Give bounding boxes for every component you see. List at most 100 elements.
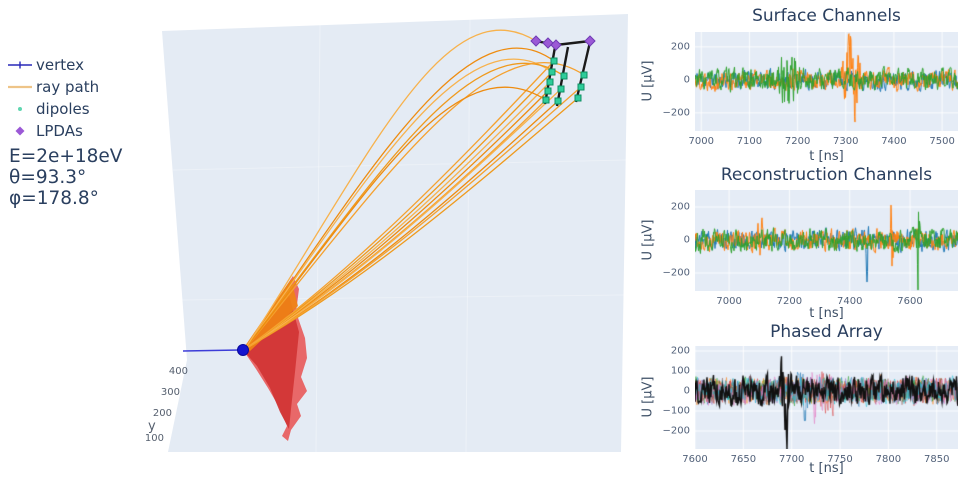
ray-path bbox=[244, 58, 553, 350]
pane-gridline bbox=[465, 18, 471, 453]
y-tick-label: −200 bbox=[662, 267, 690, 279]
ray-path bbox=[244, 47, 555, 350]
x-tick-label: 7700 bbox=[778, 454, 805, 465]
x-tick-label: 7750 bbox=[827, 454, 853, 465]
x-tick-label: 7600 bbox=[682, 454, 708, 465]
legend-item-ray-path: ray path bbox=[6, 76, 99, 98]
dipole-marker bbox=[554, 97, 562, 105]
vertex-direction-line bbox=[182, 349, 241, 352]
x-tick-label: 7000 bbox=[688, 136, 714, 147]
y-axis-tick-label: 100 bbox=[145, 433, 164, 444]
ray-path bbox=[244, 71, 553, 350]
lpda-marker bbox=[542, 37, 554, 49]
x-tick-label: 7200 bbox=[784, 136, 811, 147]
ray-path bbox=[244, 88, 562, 350]
dipole-marker bbox=[574, 94, 582, 102]
y-axis-label: U [µV] bbox=[640, 376, 656, 418]
3d-event-display: 400 300 200 100 y vertex ray path dipoles bbox=[6, 14, 628, 453]
lpda-marker bbox=[550, 39, 562, 51]
zenith-annotation: θ=93.3° bbox=[9, 167, 87, 188]
ray-path bbox=[244, 62, 565, 350]
x-tick-label: 7000 bbox=[716, 296, 742, 307]
x-axis-label: t [ns] bbox=[809, 306, 844, 321]
energy-annotation: E=2e+18eV bbox=[9, 146, 123, 167]
legend-item-lpdas: LPDAs bbox=[6, 120, 99, 142]
phased-array-plot bbox=[695, 346, 958, 449]
x-tick-label: 7800 bbox=[875, 454, 902, 465]
y-axis-label: U [µV] bbox=[640, 219, 656, 261]
y-tick-label: −100 bbox=[662, 405, 690, 417]
legend-label: dipoles bbox=[36, 100, 90, 118]
scene-legend: vertex ray path dipoles LPDAs bbox=[6, 54, 99, 142]
event-annotations: E=2e+18eV θ=93.3° φ=178.8° bbox=[9, 146, 122, 209]
dipole-marker bbox=[560, 72, 568, 80]
y-tick-label: −200 bbox=[662, 107, 690, 119]
x-axis-label: t [ns] bbox=[809, 461, 844, 476]
y-tick-label: 100 bbox=[670, 365, 690, 377]
ray-path bbox=[244, 97, 579, 350]
legend-label: ray path bbox=[36, 78, 100, 96]
y-tick-label: 200 bbox=[670, 345, 690, 357]
x-tick-label: 7600 bbox=[897, 296, 923, 307]
ray-path-marker-icon bbox=[6, 81, 34, 93]
x-axis-label: t [ns] bbox=[809, 149, 844, 164]
x-tick-label: 7650 bbox=[730, 454, 757, 465]
pane-gridline bbox=[179, 294, 625, 301]
reconstruction-channels-plot bbox=[695, 190, 958, 291]
dipole-marker bbox=[544, 87, 552, 95]
legend-item-dipoles: dipoles bbox=[6, 98, 99, 120]
y-tick-label: 200 bbox=[670, 41, 690, 53]
ray-path bbox=[244, 86, 582, 350]
x-tick-label: 7400 bbox=[881, 136, 907, 147]
legend-item-vertex: vertex bbox=[6, 54, 99, 76]
pane-gridline bbox=[172, 159, 627, 171]
dipole-marker bbox=[550, 57, 558, 65]
y-tick-label: 200 bbox=[670, 201, 690, 213]
dipole-marker bbox=[580, 71, 588, 79]
panel-title: Surface Channels bbox=[752, 6, 901, 26]
scene-pane bbox=[162, 14, 628, 452]
ray-path bbox=[244, 86, 547, 350]
x-tick-label: 7200 bbox=[776, 296, 803, 307]
azimuth-annotation: φ=178.8° bbox=[9, 188, 99, 209]
dipole-marker bbox=[557, 85, 565, 93]
legend-label: LPDAs bbox=[36, 122, 83, 140]
x-tick-label: 7500 bbox=[929, 136, 955, 147]
y-tick-label: −200 bbox=[662, 425, 690, 437]
pane-gridline bbox=[315, 23, 321, 453]
y-axis-tick-label: 400 bbox=[169, 366, 188, 377]
ray-path bbox=[244, 60, 555, 350]
y-axis-label: U [µV] bbox=[640, 60, 656, 102]
lpda-marker-icon bbox=[6, 125, 34, 137]
ray-path bbox=[244, 90, 549, 350]
lpda-marker bbox=[584, 35, 596, 47]
scene-y-axis-title: y bbox=[148, 419, 156, 434]
ray-path bbox=[244, 62, 585, 350]
y-tick-label: 0 bbox=[683, 385, 690, 397]
vertex-marker bbox=[237, 344, 249, 356]
dipole-marker-icon bbox=[6, 103, 34, 115]
phased-array-waveforms bbox=[695, 346, 958, 449]
dipole-marker bbox=[542, 96, 550, 104]
surface-channels-plot bbox=[695, 32, 958, 131]
ray-path bbox=[244, 29, 537, 350]
lpda-marker bbox=[530, 35, 542, 47]
ray-path bbox=[244, 81, 551, 350]
panel-title: Phased Array bbox=[770, 322, 883, 342]
panel-title: Reconstruction Channels bbox=[720, 165, 933, 185]
dipole-marker bbox=[548, 68, 556, 76]
vertex-marker-icon bbox=[6, 59, 34, 71]
surface-channels-waveforms bbox=[695, 32, 958, 131]
reconstruction-channels-waveforms bbox=[695, 190, 958, 291]
legend-label: vertex bbox=[36, 56, 84, 74]
x-tick-label: 7100 bbox=[736, 136, 763, 147]
x-tick-label: 7850 bbox=[923, 454, 950, 465]
x-tick-label: 7300 bbox=[833, 136, 859, 147]
dipole-marker bbox=[546, 78, 554, 86]
y-tick-label: 0 bbox=[683, 234, 690, 246]
x-tick-label: 7400 bbox=[836, 296, 863, 307]
y-axis-tick-label: 300 bbox=[161, 387, 180, 398]
y-tick-label: 0 bbox=[683, 74, 690, 86]
